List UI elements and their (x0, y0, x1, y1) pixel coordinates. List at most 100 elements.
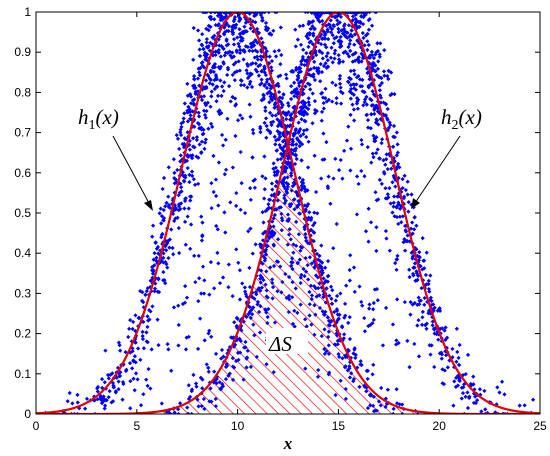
scatter-point-series-1 (95, 384, 101, 390)
scatter-point-series-2 (358, 84, 363, 89)
scatter-point-series-1 (155, 317, 160, 322)
scatter-point-series-1 (260, 18, 265, 23)
scatter-point-series-1 (166, 194, 171, 199)
scatter-point-series-2 (371, 300, 376, 306)
scatter-point-series-2 (213, 351, 219, 356)
scatter-point-series-2 (369, 112, 374, 117)
scatter-point-series-1 (201, 127, 206, 132)
scatter-point-series-2 (200, 377, 205, 382)
scatter-point-series-2 (327, 12, 332, 15)
scatter-point-series-1 (244, 68, 249, 73)
scatter-point-series-2 (445, 365, 450, 370)
scatter-point-series-2 (299, 272, 304, 277)
scatter-point-series-2 (319, 109, 325, 115)
scatter-point-series-1 (258, 62, 263, 68)
scatter-point-series-2 (347, 315, 352, 320)
scatter-point-series-2 (376, 122, 381, 127)
scatter-point-series-2 (367, 55, 373, 60)
scatter-point-series-1 (228, 12, 233, 15)
scatter-point-series-1 (188, 101, 194, 106)
scatter-point-series-2 (306, 106, 311, 112)
scatter-point-series-1 (252, 43, 257, 48)
scatter-point-series-2 (248, 308, 254, 313)
scatter-point-series-1 (123, 368, 129, 374)
scatter-point-series-2 (185, 405, 190, 410)
scatter-point-series-2 (389, 160, 394, 165)
scatter-point-series-2 (309, 12, 314, 15)
scatter-point-series-2 (282, 175, 287, 180)
scatter-point-series-2 (383, 305, 389, 310)
scatter-point-series-1 (204, 40, 209, 45)
scatter-point-series-2 (298, 275, 303, 280)
scatter-point-series-1 (176, 343, 181, 348)
scatter-point-series-1 (152, 286, 158, 291)
scatter-point-series-2 (443, 337, 448, 343)
scatter-point-series-2 (322, 36, 327, 41)
scatter-point-series-2 (406, 200, 411, 205)
scatter-point-series-1 (292, 308, 297, 313)
scatter-point-series-1 (351, 377, 356, 382)
scatter-point-series-2 (271, 263, 277, 269)
scatter-point-series-2 (313, 50, 318, 55)
scatter-point-series-1 (237, 268, 243, 273)
scatter-point-series-1 (371, 362, 376, 367)
scatter-point-series-1 (232, 15, 238, 20)
scatter-point-series-1 (200, 12, 205, 15)
scatter-point-series-1 (165, 265, 170, 270)
scatter-point-series-1 (305, 188, 310, 193)
scatter-point-series-1 (362, 383, 367, 388)
scatter-point-series-2 (275, 237, 281, 242)
scatter-point-series-2 (207, 399, 212, 404)
scatter-point-series-1 (145, 324, 150, 330)
scatter-point-series-1 (144, 330, 149, 335)
scatter-point-series-2 (369, 160, 374, 165)
scatter-point-series-1 (209, 334, 214, 339)
scatter-point-series-2 (304, 111, 310, 117)
scatter-point-series-2 (349, 34, 355, 39)
scatter-point-series-2 (457, 376, 462, 382)
scatter-point-series-1 (296, 202, 302, 207)
scatter-point-series-2 (426, 311, 431, 316)
scatter-point-series-2 (351, 92, 356, 97)
scatter-point-series-1 (221, 12, 226, 15)
scatter-point-series-2 (307, 102, 312, 108)
h2-annotation: h2(x) (411, 105, 482, 209)
scatter-point-series-2 (477, 387, 483, 392)
scatter-point-series-1 (140, 333, 145, 339)
scatter-point-series-1 (186, 109, 192, 114)
scatter-point-series-1 (326, 318, 332, 323)
scatter-point-series-1 (308, 233, 313, 238)
scatter-point-series-1 (258, 130, 263, 135)
scatter-point-series-2 (299, 62, 304, 67)
scatter-point-series-1 (182, 219, 188, 224)
h2-arrow-line (414, 135, 461, 204)
scatter-point-series-2 (285, 123, 290, 129)
scatter-point-series-1 (289, 171, 294, 176)
scatter-point-series-2 (285, 190, 290, 196)
scatter-point-series-2 (199, 403, 204, 409)
scatter-point-series-1 (376, 399, 382, 404)
scatter-point-series-1 (275, 157, 280, 162)
scatter-point-series-1 (259, 57, 264, 62)
scatter-point-series-2 (172, 410, 177, 414)
scatter-point-series-1 (286, 103, 291, 108)
scatter-point-series-2 (378, 95, 384, 100)
scatter-point-series-2 (373, 69, 378, 74)
scatter-point-series-2 (382, 48, 387, 53)
scatter-point-series-2 (270, 229, 275, 234)
scatter-point-series-2 (369, 98, 374, 103)
scatter-point-series-2 (291, 148, 296, 153)
scatter-point-series-1 (187, 172, 192, 177)
scatter-point-series-2 (301, 47, 306, 52)
scatter-point-series-2 (320, 56, 325, 61)
scatter-point-series-1 (201, 46, 206, 52)
scatter-point-series-1 (294, 190, 299, 195)
scatter-point-series-1 (210, 82, 215, 87)
scatter-point-series-1 (291, 250, 296, 255)
scatter-point-series-2 (355, 99, 360, 104)
scatter-point-series-2 (316, 40, 321, 45)
scatter-point-series-1 (226, 23, 231, 29)
scatter-point-series-2 (328, 30, 334, 35)
scatter-point-series-2 (473, 400, 479, 406)
scatter-point-series-2 (415, 277, 420, 283)
